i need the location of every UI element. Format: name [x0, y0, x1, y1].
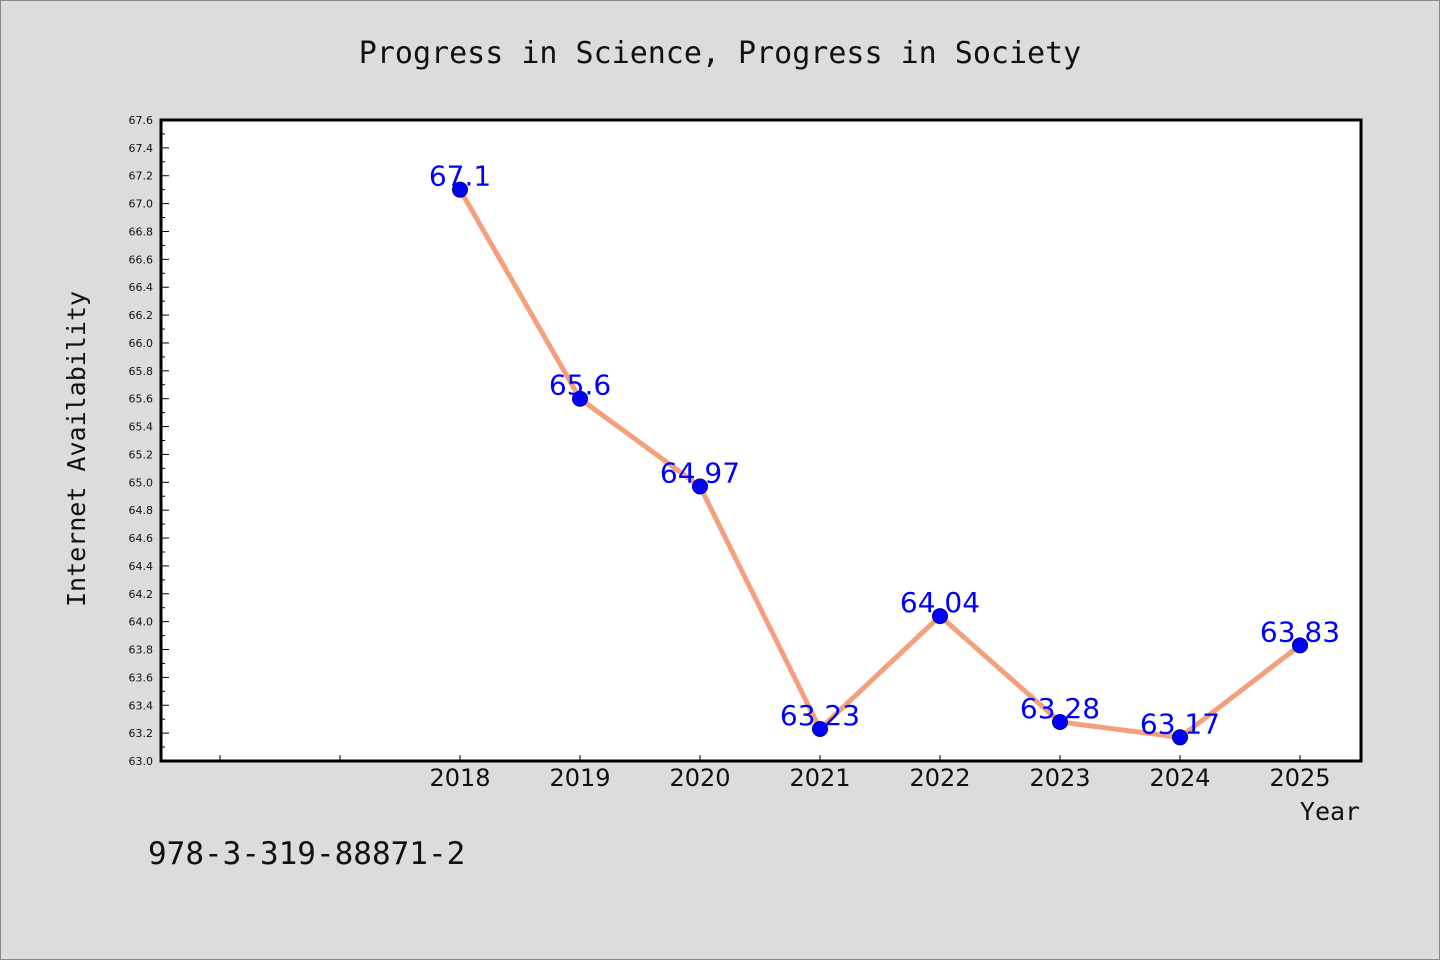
data-point — [572, 390, 588, 407]
data-label: 63.17 — [1140, 707, 1220, 740]
y-tick-label: 64.6 — [129, 532, 154, 545]
data-point — [1052, 713, 1068, 730]
y-tick-label: 63.0 — [129, 755, 154, 768]
y-tick-label: 63.6 — [129, 671, 154, 684]
y-tick-label: 65.2 — [129, 448, 154, 461]
footnote-isbn: 978-3-319-88871-2 — [148, 836, 465, 872]
y-tick-label: 65.4 — [129, 421, 154, 434]
data-label: 67.1 — [429, 160, 491, 193]
y-tick-label: 63.2 — [129, 727, 154, 740]
x-tick-label: 2019 — [549, 764, 610, 792]
y-tick-label: 64.4 — [129, 560, 154, 573]
y-tick-label: 64.8 — [129, 504, 154, 517]
data-label: 63.28 — [1020, 692, 1100, 725]
y-tick-label: 67.4 — [129, 142, 154, 155]
series-line — [457, 188, 1302, 740]
x-tick-label: 2022 — [909, 764, 970, 792]
x-tick-label: 2020 — [669, 764, 730, 792]
x-axis: 2018 2019 2020 2021 2022 2023 2024 2025 — [219, 755, 1331, 792]
y-axis-label: Internet Availability — [62, 291, 91, 607]
y-tick-label: 63.8 — [129, 644, 154, 657]
data-labels: 67.1 65.6 64.97 63.23 64.04 63.28 63.17 63.83 — [429, 160, 1340, 741]
y-tick-label: 66.4 — [129, 281, 154, 294]
y-tick-label: 67.0 — [129, 198, 154, 211]
y-tick-label: 65.0 — [129, 476, 154, 489]
plot-frame — [159, 118, 1363, 763]
series-markers — [452, 181, 1308, 746]
data-point — [692, 478, 708, 495]
data-point — [1292, 637, 1308, 654]
y-tick-label: 67.2 — [129, 170, 154, 183]
y-tick-label: 66.2 — [129, 309, 154, 322]
chart-title: Progress in Science, Progress in Society — [359, 36, 1081, 71]
y-tick-label: 65.8 — [129, 365, 154, 378]
data-label: 63.83 — [1260, 615, 1340, 648]
y-tick-label: 65.6 — [129, 393, 154, 406]
x-axis-label: Year — [1300, 797, 1360, 826]
y-tick-label: 63.4 — [129, 699, 154, 712]
data-label: 64.04 — [900, 586, 980, 619]
data-label: 64.97 — [660, 456, 740, 489]
y-tick-label: 67.6 — [129, 114, 154, 127]
x-tick-label: 2025 — [1269, 764, 1330, 792]
data-label: 63.23 — [780, 699, 860, 732]
y-axis: 63.0 63.2 63.4 63.6 63.8 64.0 64.2 64.4 64.6 64.8… — [129, 114, 169, 768]
y-tick-label: 66.0 — [129, 337, 154, 350]
y-tick-label: 66.6 — [129, 253, 154, 266]
data-point — [812, 720, 828, 737]
y-tick-label: 66.8 — [129, 225, 154, 238]
data-point — [932, 608, 948, 625]
x-tick-label: 2023 — [1029, 764, 1090, 792]
y-tick-label: 64.0 — [129, 616, 154, 629]
data-point — [1172, 729, 1188, 746]
x-tick-label: 2024 — [1149, 764, 1210, 792]
plot-area — [161, 120, 1361, 761]
data-point — [452, 181, 468, 198]
y-tick-label: 64.2 — [129, 588, 154, 601]
x-tick-label: 2018 — [429, 764, 490, 792]
x-tick-label: 2021 — [789, 764, 850, 792]
data-label: 65.6 — [549, 369, 611, 402]
